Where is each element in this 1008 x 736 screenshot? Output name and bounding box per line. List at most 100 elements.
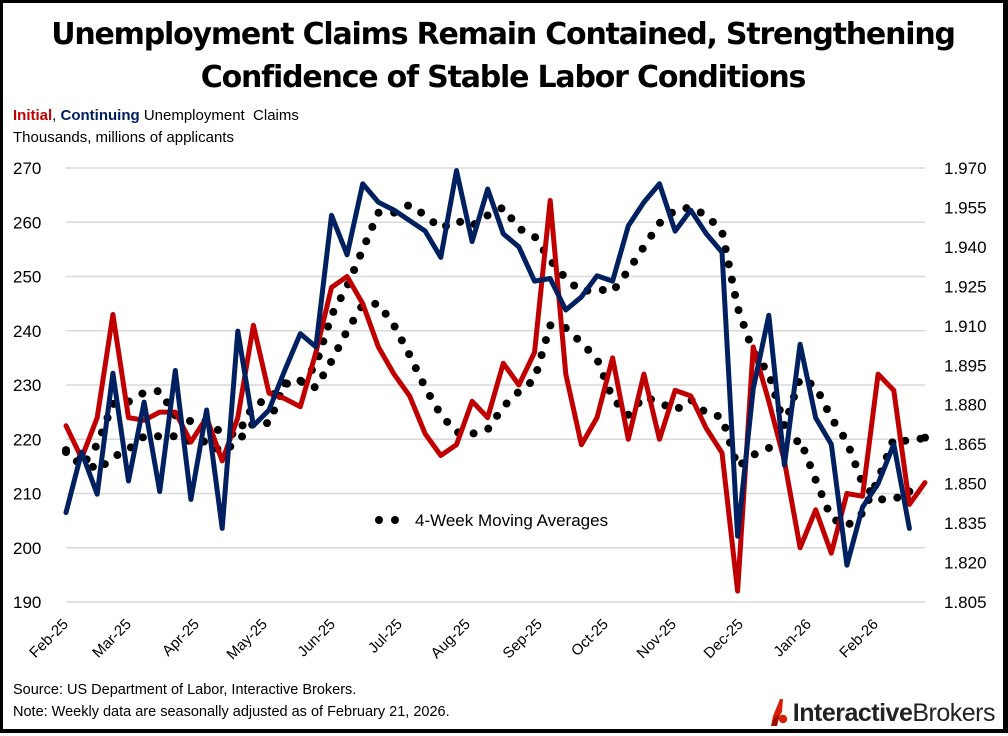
right-axis-tick-label: 1.940 <box>944 238 987 257</box>
moving-average-dot <box>533 366 542 375</box>
moving-average-dot <box>169 432 178 441</box>
moving-average-dot <box>443 417 452 426</box>
legend-label: 4-Week Moving Averages <box>415 511 608 530</box>
right-axis-tick-label: 1.805 <box>944 593 987 612</box>
x-axis-tick-label: Sep-25 <box>500 616 546 662</box>
moving-average-dot <box>718 229 727 238</box>
moving-average-dot <box>647 231 656 240</box>
moving-average-dot <box>334 344 343 353</box>
title-line-1: Unemployment Claims Remain Contained, St… <box>51 17 956 52</box>
right-axis-tick-label: 1.955 <box>944 198 987 217</box>
moving-average-dot <box>598 285 607 294</box>
moving-average-dot <box>497 204 506 213</box>
moving-average-dot <box>734 306 743 315</box>
moving-average-dot <box>656 218 665 227</box>
moving-average-dot <box>153 387 162 396</box>
moving-average-dot <box>605 386 614 395</box>
x-axis-tick-label: Feb-26 <box>836 616 882 662</box>
legend-dot-icon <box>391 516 399 524</box>
moving-average-dot <box>573 334 582 343</box>
left-axis-tick-label: 250 <box>13 268 41 287</box>
moving-average-dot <box>558 270 567 279</box>
moving-average-dot <box>731 290 740 299</box>
left-axis-tick-label: 210 <box>13 485 41 504</box>
moving-average-dot <box>811 475 820 484</box>
moving-average-dot <box>381 309 390 318</box>
subtitle-initial: Initial <box>13 107 53 124</box>
moving-average-dot <box>238 421 247 430</box>
moving-average-dot <box>839 431 848 440</box>
moving-average-dot <box>750 450 759 459</box>
moving-average-dot <box>88 462 97 471</box>
left-axis-tick-label: 270 <box>13 159 41 178</box>
x-axis-tick-label: Aug-25 <box>428 616 474 662</box>
moving-average-dot <box>708 217 717 226</box>
moving-average-dot <box>371 299 380 308</box>
interactive-brokers-logo: Interactive Brokers <box>770 696 995 730</box>
moving-average-dot <box>356 251 365 260</box>
x-axis-tick-label: Mar-25 <box>89 616 135 662</box>
moving-average-dot <box>433 405 442 414</box>
continuing-claims-line <box>63 168 912 568</box>
moving-average-dot <box>238 432 247 441</box>
right-axis-labels: 1.970 1.955 1.940 1.925 1.910 1.895 1.880 1.865… <box>944 159 987 612</box>
moving-average-dot <box>397 336 406 345</box>
moving-average-dot <box>526 379 535 388</box>
moving-average-dot <box>845 445 854 454</box>
moving-average-dot <box>350 266 359 275</box>
moving-average-dot <box>405 350 414 359</box>
moving-average-dot <box>336 294 345 303</box>
moving-average-dot <box>793 437 802 446</box>
moving-average-dot <box>621 270 630 279</box>
left-axis-tick-label: 230 <box>13 376 41 395</box>
right-axis-tick-label: 1.865 <box>944 435 987 454</box>
moving-average-dot <box>390 322 399 331</box>
left-axis-tick-label: 240 <box>13 322 41 341</box>
moving-average-dot <box>845 519 854 528</box>
moving-average-dot <box>493 411 502 420</box>
moving-average-dot <box>484 424 493 433</box>
moving-average-dot <box>800 446 809 455</box>
moving-average-dot <box>830 418 839 427</box>
moving-average-dot <box>816 391 825 400</box>
moving-average-dot <box>297 377 306 386</box>
left-axis-tick-label: 260 <box>13 213 41 232</box>
moving-average-dot <box>456 217 465 226</box>
moving-average-dot <box>341 330 350 339</box>
series-layer <box>62 168 929 594</box>
left-axis-tick-label: 200 <box>13 539 41 558</box>
x-axis-tick-label: Apr-25 <box>159 616 203 660</box>
gridlines <box>66 167 925 603</box>
moving-average-dot <box>138 389 147 398</box>
left-axis-tick-label: 190 <box>13 593 41 612</box>
data-note: Note: Weekly data are seasonally adjuste… <box>13 704 450 720</box>
moving-average-dot <box>91 442 100 451</box>
logo-text-regular: Brokers <box>912 698 995 727</box>
moving-average-dot <box>744 335 753 344</box>
right-axis-tick-label: 1.850 <box>944 475 987 494</box>
series-subtitle: Initial, Continuing Unemployment Claims <box>13 107 299 124</box>
moving-average-dot <box>324 322 333 331</box>
ib-logo-icon <box>770 699 787 726</box>
moving-average-dot <box>374 208 383 217</box>
moving-average-dot <box>721 423 730 432</box>
left-axis-tick-label: 220 <box>13 430 41 449</box>
moving-average-dot <box>411 364 420 373</box>
moving-average-dot <box>283 379 292 388</box>
moving-average-dot <box>739 320 748 329</box>
moving-average-dot <box>319 371 328 380</box>
right-axis-tick-label: 1.820 <box>944 554 987 573</box>
title-line-2: Confidence of Stable Labor Conditions <box>200 60 807 95</box>
logo-text-bold: Interactive <box>792 698 913 727</box>
moving-average-dot <box>113 451 122 460</box>
moving-average-dot <box>724 260 733 269</box>
moving-average-dot <box>893 493 902 502</box>
moving-average-dot <box>138 433 147 442</box>
moving-average-dot <box>469 429 478 438</box>
right-axis-tick-label: 1.895 <box>944 356 987 375</box>
moving-average-dot <box>674 403 683 412</box>
moving-average-dot <box>517 225 526 234</box>
moving-average-dot <box>713 411 722 420</box>
legend: 4-Week Moving Averages <box>375 511 608 530</box>
